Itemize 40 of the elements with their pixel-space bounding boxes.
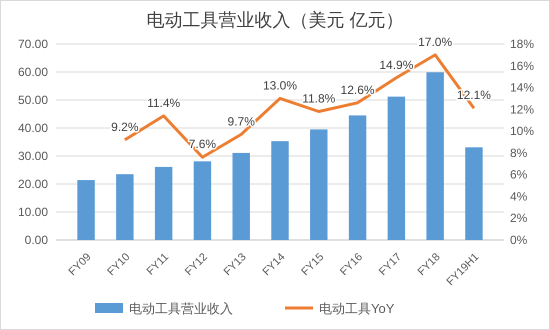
bar <box>77 180 95 240</box>
data-label: 11.8% <box>302 92 336 106</box>
y-tick-label: 30.00 <box>18 149 48 163</box>
data-label: 9.7% <box>228 114 256 128</box>
data-label: 14.9% <box>379 58 414 72</box>
y-tick-label: 10.00 <box>18 205 48 219</box>
bar <box>154 166 172 240</box>
y2-tick-label: 6% <box>510 168 528 182</box>
bar <box>116 174 134 240</box>
data-label: 12.6% <box>340 82 375 97</box>
legend-label: 电动工具YoY <box>319 301 395 316</box>
y2-tick-label: 8% <box>510 146 528 160</box>
y2-tick-label: 2% <box>510 211 528 226</box>
y-tick-label: 20.00 <box>18 177 48 191</box>
data-label: 13.0% <box>262 78 298 92</box>
y2-tick-label: 4% <box>510 189 528 204</box>
bar <box>388 96 406 240</box>
data-label: 9.2% <box>111 120 139 134</box>
y2-tick-label: 14% <box>510 80 534 95</box>
y-tick-label: 40.00 <box>18 121 48 135</box>
y2-tick-label: 18% <box>510 37 534 51</box>
bar <box>194 161 212 240</box>
bar <box>232 152 250 240</box>
y2-tick-label: 12% <box>510 102 534 116</box>
y-tick-label: 60.00 <box>18 65 48 79</box>
bar <box>271 141 289 240</box>
y2-tick-label: 10% <box>510 124 534 138</box>
bar <box>310 129 328 240</box>
y2-tick-label: 16% <box>510 58 534 73</box>
data-label: 17.0% <box>418 34 452 49</box>
chart-title: 电动工具营业收入（美元 亿元） <box>146 10 404 30</box>
y-tick-label: 50.00 <box>18 93 48 107</box>
y-tick-label: 70.00 <box>18 37 48 51</box>
y2-tick-label: 0% <box>510 233 528 247</box>
bar <box>426 72 444 240</box>
data-label: 11.4% <box>147 96 181 110</box>
y-tick-label: 0.00 <box>24 233 48 247</box>
bar <box>348 115 366 240</box>
bar <box>465 147 483 240</box>
legend-label: 电动工具营业收入 <box>129 301 233 316</box>
